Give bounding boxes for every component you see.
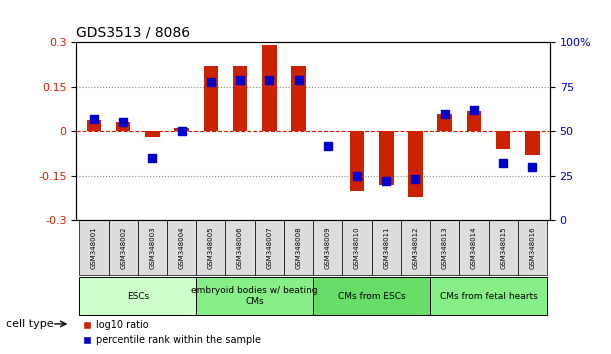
Point [89, 116, 99, 122]
Text: GSM348011: GSM348011 [383, 227, 389, 269]
Point [265, 77, 274, 82]
Text: GSM348009: GSM348009 [325, 227, 331, 269]
Point [498, 160, 508, 166]
FancyBboxPatch shape [342, 220, 371, 275]
Text: GSM348012: GSM348012 [412, 227, 419, 269]
Bar [233, 66, 247, 131]
Bar [349, 131, 364, 190]
Bar [87, 120, 101, 131]
Point [235, 77, 245, 82]
Text: CMs from fetal hearts: CMs from fetal hearts [440, 292, 538, 301]
Bar [116, 122, 131, 131]
Bar [291, 66, 306, 131]
FancyBboxPatch shape [518, 220, 547, 275]
Bar [145, 131, 159, 137]
FancyBboxPatch shape [371, 220, 401, 275]
Text: GSM348005: GSM348005 [208, 227, 214, 269]
Text: GSM348006: GSM348006 [237, 227, 243, 269]
Point [294, 77, 304, 82]
FancyBboxPatch shape [459, 220, 489, 275]
Text: ESCs: ESCs [126, 292, 149, 301]
FancyBboxPatch shape [430, 220, 459, 275]
FancyBboxPatch shape [167, 220, 196, 275]
Point [323, 143, 332, 148]
Bar [262, 45, 277, 131]
Text: GSM348014: GSM348014 [471, 227, 477, 269]
Point [440, 111, 450, 116]
FancyBboxPatch shape [196, 220, 225, 275]
FancyBboxPatch shape [196, 277, 313, 315]
Text: CMs from ESCs: CMs from ESCs [338, 292, 406, 301]
FancyBboxPatch shape [401, 220, 430, 275]
FancyBboxPatch shape [430, 277, 547, 315]
Bar [174, 129, 189, 131]
Text: GSM348013: GSM348013 [442, 227, 448, 269]
Text: GDS3513 / 8086: GDS3513 / 8086 [76, 26, 191, 40]
FancyBboxPatch shape [225, 220, 255, 275]
FancyBboxPatch shape [79, 277, 196, 315]
Point [206, 79, 216, 84]
Bar [203, 66, 218, 131]
Point [527, 164, 537, 170]
Text: GSM348010: GSM348010 [354, 227, 360, 269]
Text: GSM348015: GSM348015 [500, 227, 506, 269]
FancyBboxPatch shape [284, 220, 313, 275]
Point [119, 120, 128, 125]
Text: GSM348004: GSM348004 [178, 227, 185, 269]
FancyBboxPatch shape [255, 220, 284, 275]
Bar [525, 131, 540, 155]
Legend: log10 ratio, percentile rank within the sample: log10 ratio, percentile rank within the … [78, 316, 265, 349]
Text: GSM348016: GSM348016 [529, 227, 535, 269]
Text: GSM348001: GSM348001 [91, 227, 97, 269]
Point [411, 177, 420, 182]
Bar [379, 131, 393, 185]
Text: GSM348002: GSM348002 [120, 227, 126, 269]
FancyBboxPatch shape [79, 220, 109, 275]
Bar [467, 110, 481, 131]
FancyBboxPatch shape [137, 220, 167, 275]
Point [381, 178, 391, 184]
Text: GSM348003: GSM348003 [149, 227, 155, 269]
FancyBboxPatch shape [489, 220, 518, 275]
Text: GSM348007: GSM348007 [266, 227, 273, 269]
FancyBboxPatch shape [109, 220, 137, 275]
Point [177, 129, 186, 134]
Text: GSM348008: GSM348008 [296, 227, 301, 269]
FancyBboxPatch shape [313, 277, 430, 315]
Bar [496, 131, 510, 149]
FancyBboxPatch shape [313, 220, 342, 275]
Point [147, 155, 157, 161]
Text: cell type: cell type [6, 319, 54, 329]
Point [469, 107, 479, 113]
Text: embryoid bodies w/ beating
CMs: embryoid bodies w/ beating CMs [191, 286, 318, 306]
Point [352, 173, 362, 179]
Bar [437, 114, 452, 131]
Bar [408, 131, 423, 196]
